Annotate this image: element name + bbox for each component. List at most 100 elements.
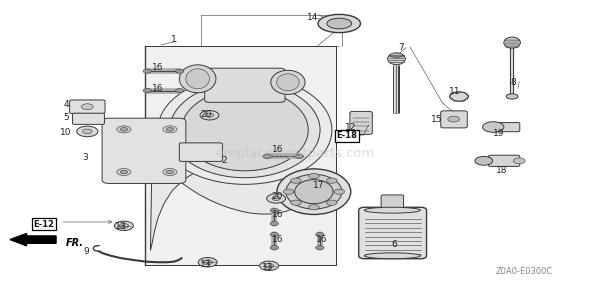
Circle shape: [309, 173, 319, 179]
Circle shape: [83, 129, 92, 134]
Text: 16: 16: [271, 235, 283, 244]
Text: E-18: E-18: [336, 131, 358, 140]
Text: 17: 17: [313, 181, 324, 190]
Text: 16: 16: [152, 84, 164, 93]
Text: E-12: E-12: [34, 220, 55, 228]
Circle shape: [270, 208, 278, 212]
FancyBboxPatch shape: [73, 113, 104, 124]
Ellipse shape: [365, 253, 420, 259]
FancyBboxPatch shape: [494, 123, 520, 132]
Circle shape: [120, 170, 127, 174]
Text: 11: 11: [448, 87, 460, 96]
Circle shape: [295, 154, 303, 158]
Ellipse shape: [181, 89, 308, 171]
Ellipse shape: [327, 18, 352, 29]
Text: 10: 10: [60, 128, 72, 137]
Circle shape: [267, 194, 286, 203]
Text: 5: 5: [63, 113, 69, 122]
Text: 13: 13: [199, 260, 211, 268]
Circle shape: [205, 113, 214, 117]
Ellipse shape: [271, 70, 305, 94]
Circle shape: [326, 200, 337, 205]
Ellipse shape: [504, 37, 520, 48]
Ellipse shape: [158, 76, 332, 184]
Text: 13: 13: [262, 263, 274, 272]
Circle shape: [316, 232, 324, 236]
Text: 14: 14: [307, 13, 319, 22]
Text: 4: 4: [63, 100, 69, 109]
Circle shape: [272, 196, 280, 201]
Ellipse shape: [170, 82, 320, 178]
Circle shape: [198, 258, 217, 267]
Circle shape: [119, 223, 129, 228]
Circle shape: [203, 260, 212, 265]
Ellipse shape: [277, 169, 350, 215]
Circle shape: [176, 69, 184, 73]
Ellipse shape: [179, 65, 216, 93]
Text: 20: 20: [271, 193, 283, 201]
Text: 20: 20: [201, 110, 212, 119]
Circle shape: [264, 263, 274, 268]
Circle shape: [450, 92, 468, 101]
Ellipse shape: [506, 94, 518, 99]
Circle shape: [166, 128, 173, 131]
Circle shape: [120, 128, 127, 131]
FancyArrow shape: [10, 233, 56, 246]
Circle shape: [143, 88, 151, 93]
Circle shape: [483, 122, 504, 132]
Ellipse shape: [294, 180, 333, 204]
Circle shape: [334, 189, 345, 194]
FancyBboxPatch shape: [350, 111, 372, 134]
Circle shape: [291, 200, 301, 205]
Circle shape: [316, 246, 324, 250]
FancyBboxPatch shape: [70, 100, 105, 113]
Ellipse shape: [277, 74, 299, 91]
Circle shape: [114, 221, 133, 230]
Circle shape: [270, 222, 278, 226]
Circle shape: [270, 232, 278, 236]
Circle shape: [448, 116, 460, 122]
Text: 16: 16: [271, 210, 283, 219]
Circle shape: [260, 261, 278, 270]
FancyBboxPatch shape: [205, 68, 285, 102]
Circle shape: [513, 158, 525, 164]
Circle shape: [309, 205, 319, 210]
Text: ereplacementparts.com: ereplacementparts.com: [215, 147, 375, 160]
Text: 2: 2: [221, 156, 227, 165]
Text: 15: 15: [431, 115, 442, 123]
Text: 19: 19: [493, 129, 504, 138]
FancyBboxPatch shape: [102, 118, 186, 183]
Text: FR.: FR.: [66, 238, 84, 248]
Circle shape: [77, 126, 98, 137]
Circle shape: [475, 156, 493, 165]
Circle shape: [270, 246, 278, 250]
Circle shape: [81, 104, 93, 110]
Text: 16: 16: [271, 146, 283, 154]
FancyBboxPatch shape: [359, 207, 427, 259]
Ellipse shape: [318, 14, 360, 33]
Circle shape: [117, 168, 131, 176]
Text: 18: 18: [496, 166, 507, 175]
Text: 8: 8: [510, 78, 516, 87]
Ellipse shape: [365, 207, 420, 213]
Circle shape: [143, 69, 151, 73]
Circle shape: [176, 88, 184, 93]
Polygon shape: [150, 142, 308, 250]
Text: 6: 6: [391, 240, 397, 249]
Text: 12: 12: [345, 123, 357, 132]
Text: 16: 16: [316, 235, 327, 244]
Ellipse shape: [186, 69, 209, 89]
Text: 1: 1: [171, 35, 177, 44]
Text: 7: 7: [398, 43, 404, 51]
Text: Z0A0-E0300C: Z0A0-E0300C: [495, 268, 553, 276]
FancyBboxPatch shape: [489, 155, 520, 166]
FancyBboxPatch shape: [381, 195, 404, 211]
Circle shape: [291, 178, 301, 183]
Circle shape: [166, 170, 173, 174]
Circle shape: [326, 178, 337, 183]
Text: 3: 3: [83, 153, 88, 162]
Text: 13: 13: [115, 223, 127, 231]
Ellipse shape: [388, 53, 405, 65]
Polygon shape: [145, 46, 336, 265]
Text: 9: 9: [84, 248, 90, 256]
